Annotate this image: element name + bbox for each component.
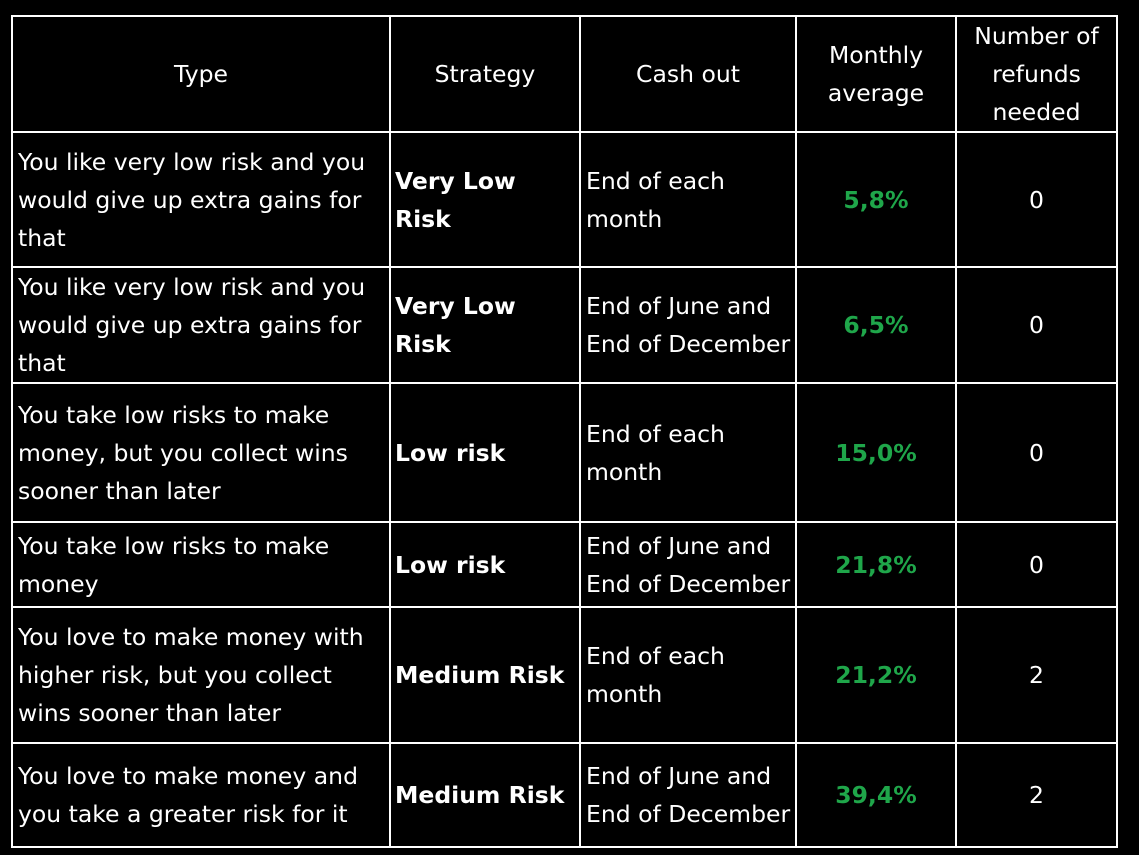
cell-type: You like very low risk and you would giv… [11, 131, 391, 268]
cell-monthly-average: 6,5% [795, 266, 957, 384]
table-row: You take low risks to make money Low ris… [11, 521, 1118, 608]
cell-strategy: Low risk [389, 521, 581, 608]
cell-strategy: Medium Risk [389, 742, 581, 848]
cell-refunds: 0 [955, 521, 1118, 608]
cell-type: You take low risks to make money, but yo… [11, 382, 391, 523]
cell-refunds: 0 [955, 266, 1118, 384]
table-row: You take low risks to make money, but yo… [11, 382, 1118, 523]
risk-strategy-table: Type Strategy Cash out Monthly average N… [11, 15, 1118, 848]
cell-cash-out: End of June and End of December [579, 266, 797, 384]
header-refunds: Number of refunds needed [955, 15, 1118, 133]
cell-monthly-average: 21,2% [795, 606, 957, 744]
table-row: You like very low risk and you would giv… [11, 131, 1118, 268]
table-container: Type Strategy Cash out Monthly average N… [11, 15, 1118, 848]
cell-type: You like very low risk and you would giv… [11, 266, 391, 384]
cell-monthly-average: 15,0% [795, 382, 957, 523]
cell-monthly-average: 5,8% [795, 131, 957, 268]
cell-type: You love to make money and you take a gr… [11, 742, 391, 848]
cell-refunds: 0 [955, 131, 1118, 268]
header-cash-out: Cash out [579, 15, 797, 133]
cell-refunds: 2 [955, 606, 1118, 744]
table-row: You like very low risk and you would giv… [11, 266, 1118, 384]
cell-cash-out: End of each month [579, 606, 797, 744]
cell-type: You take low risks to make money [11, 521, 391, 608]
cell-cash-out: End of June and End of December [579, 521, 797, 608]
cell-cash-out: End of each month [579, 131, 797, 268]
cell-strategy: Medium Risk [389, 606, 581, 744]
header-row: Type Strategy Cash out Monthly average N… [11, 15, 1118, 133]
header-monthly-average: Monthly average [795, 15, 957, 133]
cell-monthly-average: 21,8% [795, 521, 957, 608]
cell-strategy: Very Low Risk [389, 266, 581, 384]
header-type: Type [11, 15, 391, 133]
header-strategy: Strategy [389, 15, 581, 133]
cell-cash-out: End of each month [579, 382, 797, 523]
table-row: You love to make money and you take a gr… [11, 742, 1118, 848]
cell-type: You love to make money with higher risk,… [11, 606, 391, 744]
table-row: You love to make money with higher risk,… [11, 606, 1118, 744]
cell-refunds: 2 [955, 742, 1118, 848]
cell-refunds: 0 [955, 382, 1118, 523]
cell-strategy: Low risk [389, 382, 581, 523]
cell-monthly-average: 39,4% [795, 742, 957, 848]
cell-strategy: Very Low Risk [389, 131, 581, 268]
cell-cash-out: End of June and End of December [579, 742, 797, 848]
